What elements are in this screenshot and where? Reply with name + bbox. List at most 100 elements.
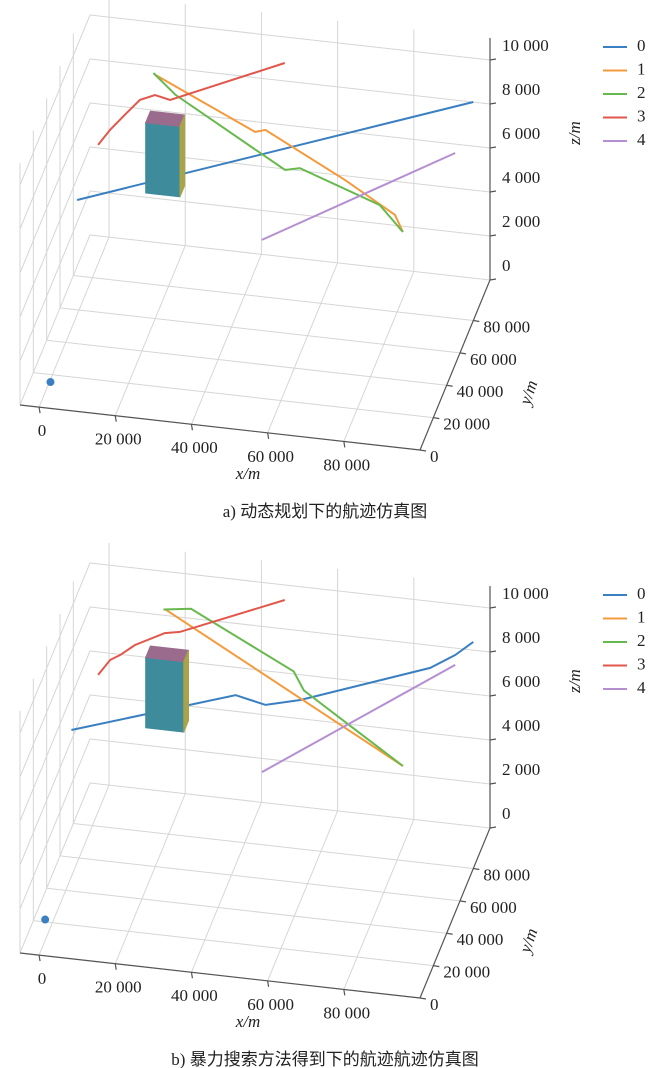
x-tick-label: 60 000 [247,995,294,1014]
y-tick [473,319,480,323]
grid-line [343,271,415,442]
grid-line [19,14,91,186]
y-tick [433,417,440,420]
z-tick-label: 0 [502,804,511,823]
z-tick-label: 8 000 [502,80,540,99]
grid-line [89,562,491,609]
z-axis-title: z/m [565,121,584,146]
grid-line [89,58,491,105]
grid-line [114,793,186,964]
y-tick [419,449,427,452]
x-tick-label: 0 [38,421,47,440]
legend-label: 1 [637,59,646,78]
y-axis [419,827,491,999]
y-tick-label: 80 000 [483,317,530,336]
z-tick [489,782,497,785]
grid-line [46,339,447,386]
x-tick-label: 80 000 [323,1003,370,1022]
x-tick [114,415,117,422]
grid-line [89,782,491,829]
legend-label: 2 [637,83,646,102]
x-axis-title: x/m [235,464,261,483]
trajectory-line [97,599,286,676]
z-tick [489,146,497,149]
grid-line [73,274,474,321]
z-tick [489,650,497,653]
x-tick-label: 0 [38,969,47,988]
trajectory-line [164,608,404,767]
x-tick [343,441,346,448]
y-tick [446,932,453,935]
trajectory-line [97,62,286,146]
x-tick-label: 60 000 [247,447,294,466]
x-tick [267,432,270,439]
legend-label: 4 [637,678,646,697]
grid-line [59,855,461,902]
z-tick-label: 0 [502,256,511,275]
y-tick-label: 0 [430,447,439,466]
grid-line [89,14,491,61]
x-tick-label: 20 000 [95,430,142,449]
x-tick-label: 20 000 [95,978,142,997]
grid-line [38,784,110,956]
grid-line [19,606,91,778]
x-tick [190,424,194,431]
y-axis-title: y/m [515,926,541,957]
z-tick-label: 4 000 [502,716,540,735]
grid-line [19,58,91,230]
x-tick-label: 40 000 [171,986,218,1005]
y-tick-label: 0 [430,995,439,1014]
legend-label: 3 [637,654,646,673]
caption: a) 动态规划下的航迹仿真图 [223,502,427,521]
caption: b) 暴力搜索方法得到下的航迹航迹仿真图 [171,1050,478,1068]
y-tick [446,384,453,387]
z-tick [489,738,497,741]
grid-line [19,234,91,406]
grid-line [114,245,186,416]
y-axis-title: y/m [515,378,541,409]
z-tick-label: 6 000 [502,124,540,143]
grid-line [19,782,91,954]
y-tick [459,352,467,355]
grid-line [267,262,339,434]
x-axis-title: x/m [235,1012,261,1031]
legend-label: 1 [637,607,646,626]
grid-line [89,102,491,149]
obstacle-front [145,656,185,733]
trajectory-line [261,664,456,773]
grid-line [19,146,91,318]
z-tick-label: 2 000 [502,760,540,779]
obstacle-side [183,650,189,733]
grid-line [267,810,339,982]
grid-line [33,372,434,419]
grid-line [89,234,491,281]
grid-line [19,562,91,734]
z-tick [489,278,497,281]
y-tick-label: 60 000 [470,350,517,369]
grid-line [73,822,474,869]
x-tick [38,955,41,962]
legend-label: 4 [637,130,646,149]
z-tick [489,694,497,697]
grid-line [343,819,415,990]
x-axis [19,952,421,999]
z-tick-label: 10 000 [502,584,549,603]
grid-line [89,738,491,785]
grid-line [59,307,461,354]
x-tick-label: 40 000 [171,438,218,457]
y-tick [433,965,440,968]
z-tick-label: 10 000 [502,36,549,55]
grid-line [190,254,262,425]
y-tick-label: 60 000 [470,898,517,917]
z-tick [489,606,497,609]
start-point [46,378,55,387]
y-tick [473,867,480,871]
trajectory-line [154,74,404,233]
grid-line [190,802,262,973]
z-tick-label: 2 000 [502,212,540,231]
x-tick [190,972,194,979]
z-tick-label: 6 000 [502,672,540,691]
trajectory-line [76,101,474,201]
z-tick [489,234,497,237]
x-tick-label: 80 000 [323,455,370,474]
